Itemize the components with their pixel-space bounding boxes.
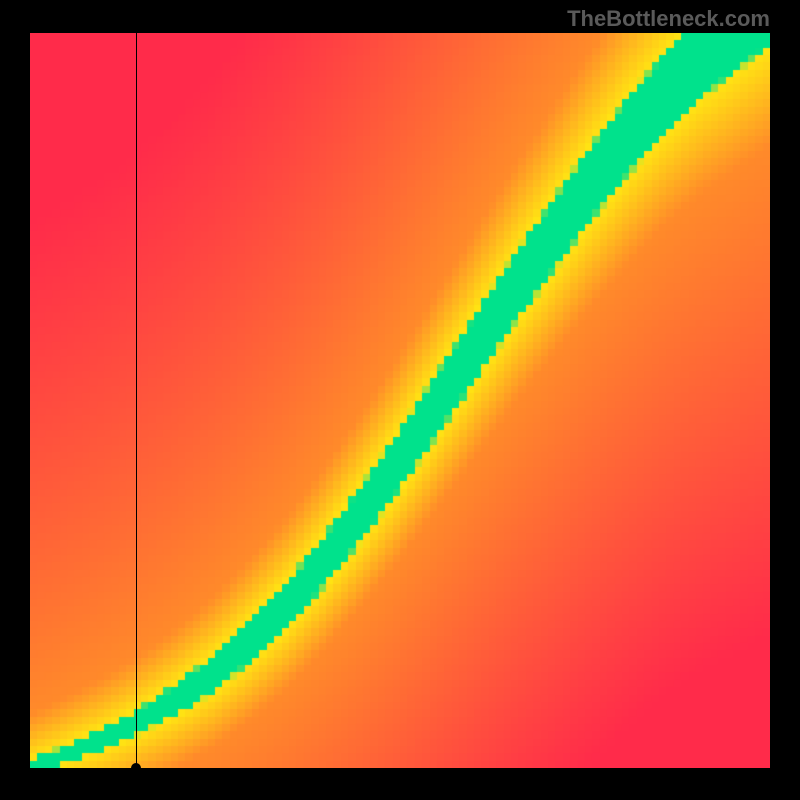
bottleneck-heatmap	[30, 33, 770, 768]
crosshair-vertical-line	[136, 33, 137, 768]
crosshair-marker-dot	[131, 763, 141, 773]
attribution-text: TheBottleneck.com	[567, 6, 770, 32]
